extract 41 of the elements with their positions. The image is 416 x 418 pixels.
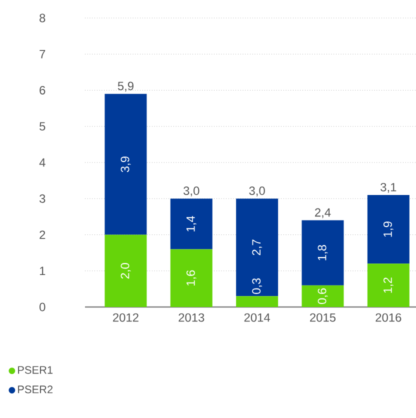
legend-label: PSER2 <box>18 386 53 394</box>
bar <box>302 220 344 286</box>
data-label: 2,0 <box>120 263 131 279</box>
total-label: 3,1 <box>380 182 396 193</box>
bar <box>236 296 278 307</box>
bar <box>170 198 212 250</box>
bar <box>302 285 344 307</box>
data-label: 0,6 <box>318 288 328 304</box>
x-tick-label: 2015 <box>310 313 336 322</box>
x-tick-label: 2012 <box>113 313 138 322</box>
data-label: 1,6 <box>186 270 196 286</box>
y-tick-label: 7 <box>40 50 46 58</box>
y-tick-label: 3 <box>40 194 46 203</box>
bar <box>104 94 147 235</box>
bar <box>367 195 410 264</box>
bar <box>367 264 410 307</box>
data-label: 1,2 <box>383 278 394 293</box>
legend-label: PSER1 <box>18 366 53 374</box>
total-label: 3,0 <box>249 186 265 196</box>
x-tick-label: 2014 <box>244 313 270 322</box>
data-label: 1,9 <box>383 222 394 237</box>
y-tick-label: 5 <box>40 122 46 131</box>
x-tick-label: 2013 <box>178 313 204 322</box>
bar <box>236 198 278 296</box>
total-label: 5,9 <box>118 82 134 92</box>
total-label: 2,4 <box>315 208 331 218</box>
data-label: 3,9 <box>120 156 131 172</box>
data-label: 1,8 <box>318 245 328 260</box>
y-tick-label: 0 <box>40 302 46 312</box>
y-tick-label: 6 <box>40 86 46 94</box>
y-tick-label: 8 <box>40 14 46 22</box>
total-label: 3,0 <box>184 186 200 196</box>
data-label: 2,7 <box>252 240 262 256</box>
x-tick-label: 2016 <box>376 313 402 322</box>
y-tick-label: 2 <box>40 230 46 239</box>
y-tick-label: 1 <box>40 266 46 275</box>
bar <box>170 249 212 307</box>
bar <box>104 234 147 307</box>
data-label: 0,3 <box>252 278 262 294</box>
data-label: 1,4 <box>186 216 196 232</box>
y-tick-label: 4 <box>39 158 46 167</box>
